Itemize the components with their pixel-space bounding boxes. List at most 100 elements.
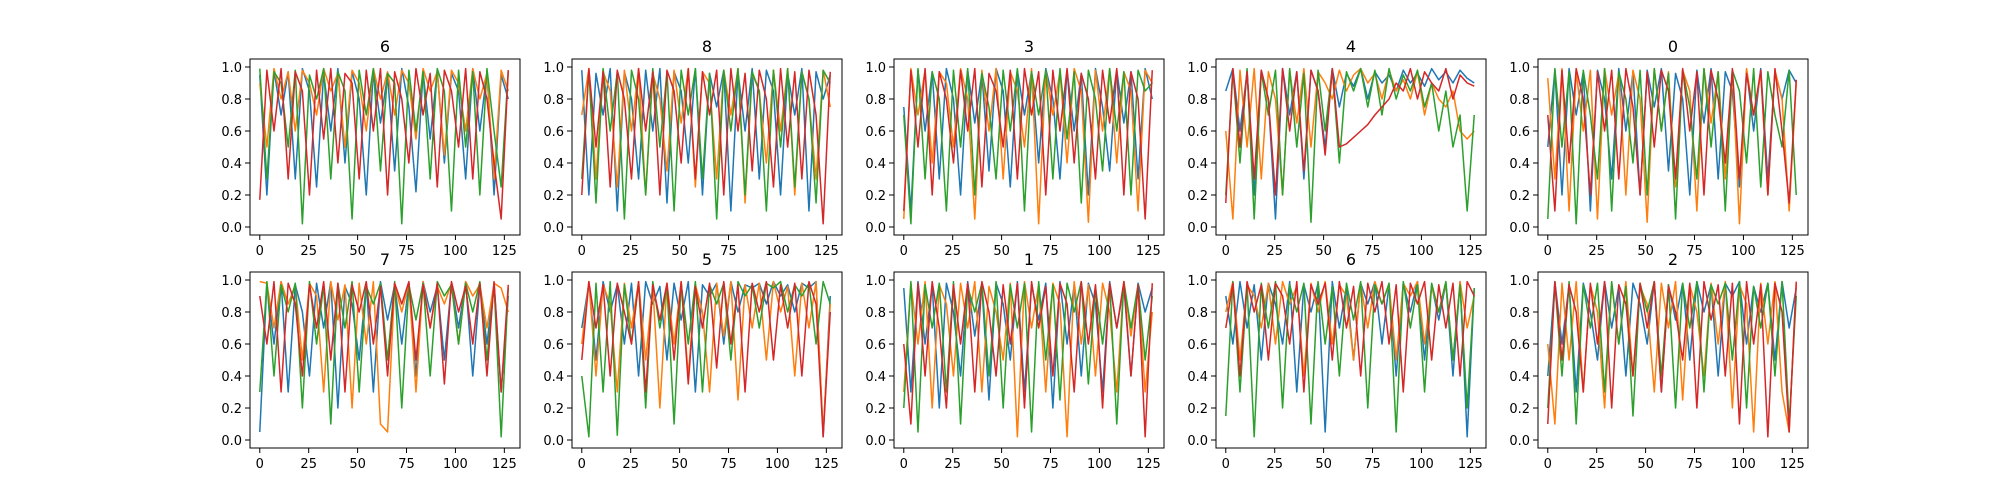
y-tick-label: 0.8: [865, 93, 886, 108]
subplot-title: 7: [380, 250, 390, 269]
axes-frame: [893, 271, 1165, 449]
series-line: [1225, 67, 1476, 223]
y-tick-label: 0.8: [221, 93, 242, 108]
y-tick-label: 0.0: [865, 434, 886, 449]
y-tick-label: 0.0: [1509, 221, 1530, 236]
x-tick-label: 75: [1042, 244, 1059, 259]
x-tick-label: 100: [443, 244, 468, 259]
x-tick-label: 50: [1637, 457, 1654, 472]
y-tick-label: 1.0: [221, 61, 242, 76]
x-tick-label: 25: [1588, 244, 1605, 259]
subplot-2: 0 25 50 75 100 125 0.0 0.2 0.4 0.6 0.8 1.0 3: [865, 37, 1165, 259]
x-tick-label: 25: [944, 457, 961, 472]
series-line: [581, 280, 832, 438]
y-tick-label: 0.2: [1509, 402, 1530, 417]
x-tick-label: 0: [578, 244, 586, 259]
y-tick-label: 0.2: [221, 189, 242, 204]
y-tick-label: 0.2: [1187, 189, 1208, 204]
x-tick-label: 100: [765, 244, 790, 259]
series-line: [1547, 67, 1798, 212]
axes-frame: [1215, 271, 1487, 449]
series-line: [581, 67, 832, 225]
y-tick-label: 0.0: [221, 434, 242, 449]
x-tick-label: 50: [1637, 244, 1654, 259]
y-tick-label: 0.6: [221, 125, 242, 140]
y-tick-label: 0.2: [1187, 402, 1208, 417]
axes-frame: [571, 58, 843, 236]
series-line: [259, 280, 510, 393]
subplot-title: 0: [1668, 37, 1678, 56]
y-tick-label: 0.4: [543, 370, 564, 385]
y-tick-label: 0.6: [1187, 338, 1208, 353]
series-line: [1547, 280, 1798, 438]
x-tick-label: 125: [814, 457, 839, 472]
series-line: [1547, 280, 1798, 425]
y-tick-label: 0.4: [1509, 157, 1530, 172]
x-tick-label: 0: [1544, 457, 1552, 472]
subplot-8: 0 25 50 75 100 125 0.0 0.2 0.4 0.6 0.8 1.0 6: [1187, 250, 1487, 472]
y-tick-label: 0.2: [1509, 189, 1530, 204]
x-tick-label: 50: [349, 457, 366, 472]
y-tick-label: 0.4: [1187, 370, 1208, 385]
x-tick-label: 25: [944, 244, 961, 259]
x-tick-label: 75: [398, 457, 415, 472]
y-tick-label: 0.4: [865, 370, 886, 385]
x-tick-label: 0: [900, 457, 908, 472]
x-tick-label: 125: [492, 457, 517, 472]
series-line: [1225, 280, 1475, 393]
y-tick-label: 1.0: [1509, 61, 1530, 76]
y-tick-label: 0.6: [543, 125, 564, 140]
x-tick-label: 0: [1222, 457, 1230, 472]
y-tick-label: 0.2: [865, 189, 886, 204]
y-tick-label: 0.2: [865, 402, 886, 417]
subplot-title: 5: [702, 250, 712, 269]
x-tick-label: 0: [578, 457, 586, 472]
y-tick-label: 0.0: [1187, 221, 1208, 236]
subplot-title: 6: [380, 37, 390, 56]
y-tick-label: 1.0: [1509, 274, 1530, 289]
axes-frame: [893, 58, 1165, 236]
subplot-title: 8: [702, 37, 712, 56]
x-tick-label: 0: [1222, 244, 1230, 259]
x-tick-label: 100: [1731, 244, 1756, 259]
y-tick-label: 0.2: [543, 402, 564, 417]
y-tick-label: 0.6: [221, 338, 242, 353]
x-tick-label: 100: [1087, 244, 1112, 259]
y-tick-label: 0.4: [1187, 157, 1208, 172]
x-tick-label: 25: [622, 457, 639, 472]
x-tick-label: 50: [993, 457, 1010, 472]
y-tick-label: 0.0: [543, 221, 564, 236]
y-tick-label: 0.0: [221, 221, 242, 236]
x-tick-label: 75: [398, 244, 415, 259]
x-tick-label: 125: [1780, 457, 1805, 472]
y-tick-label: 0.8: [543, 306, 564, 321]
axes-frame: [1215, 58, 1487, 236]
subplot-6: 0 25 50 75 100 125 0.0 0.2 0.4 0.6 0.8 1.0 5: [543, 250, 843, 472]
x-tick-label: 75: [1364, 457, 1381, 472]
y-tick-label: 0.6: [865, 338, 886, 353]
series-line: [1547, 67, 1798, 225]
x-tick-label: 125: [1458, 244, 1483, 259]
axes-frame: [249, 271, 521, 449]
series-line: [1225, 67, 1475, 204]
y-tick-label: 1.0: [221, 274, 242, 289]
axes-frame: [249, 58, 521, 236]
y-tick-label: 0.6: [1509, 125, 1530, 140]
x-tick-label: 25: [1266, 457, 1283, 472]
x-tick-label: 75: [1364, 244, 1381, 259]
series-line: [581, 67, 831, 220]
subplot-0: 0 25 50 75 100 125 0.0 0.2 0.4 0.6 0.8 1.0 6: [221, 37, 521, 259]
axes-frame: [571, 271, 843, 449]
y-tick-label: 0.2: [221, 402, 242, 417]
y-tick-label: 0.8: [1509, 306, 1530, 321]
series-line: [903, 67, 1154, 220]
subplot-3: 0 25 50 75 100 125 0.0 0.2 0.4 0.6 0.8 1.0 4: [1187, 37, 1487, 259]
y-tick-label: 0.6: [543, 338, 564, 353]
x-tick-label: 125: [1780, 244, 1805, 259]
x-tick-label: 75: [1686, 457, 1703, 472]
x-tick-label: 25: [1266, 244, 1283, 259]
x-tick-label: 75: [1686, 244, 1703, 259]
subplot-title: 2: [1668, 250, 1678, 269]
y-tick-label: 0.0: [865, 221, 886, 236]
